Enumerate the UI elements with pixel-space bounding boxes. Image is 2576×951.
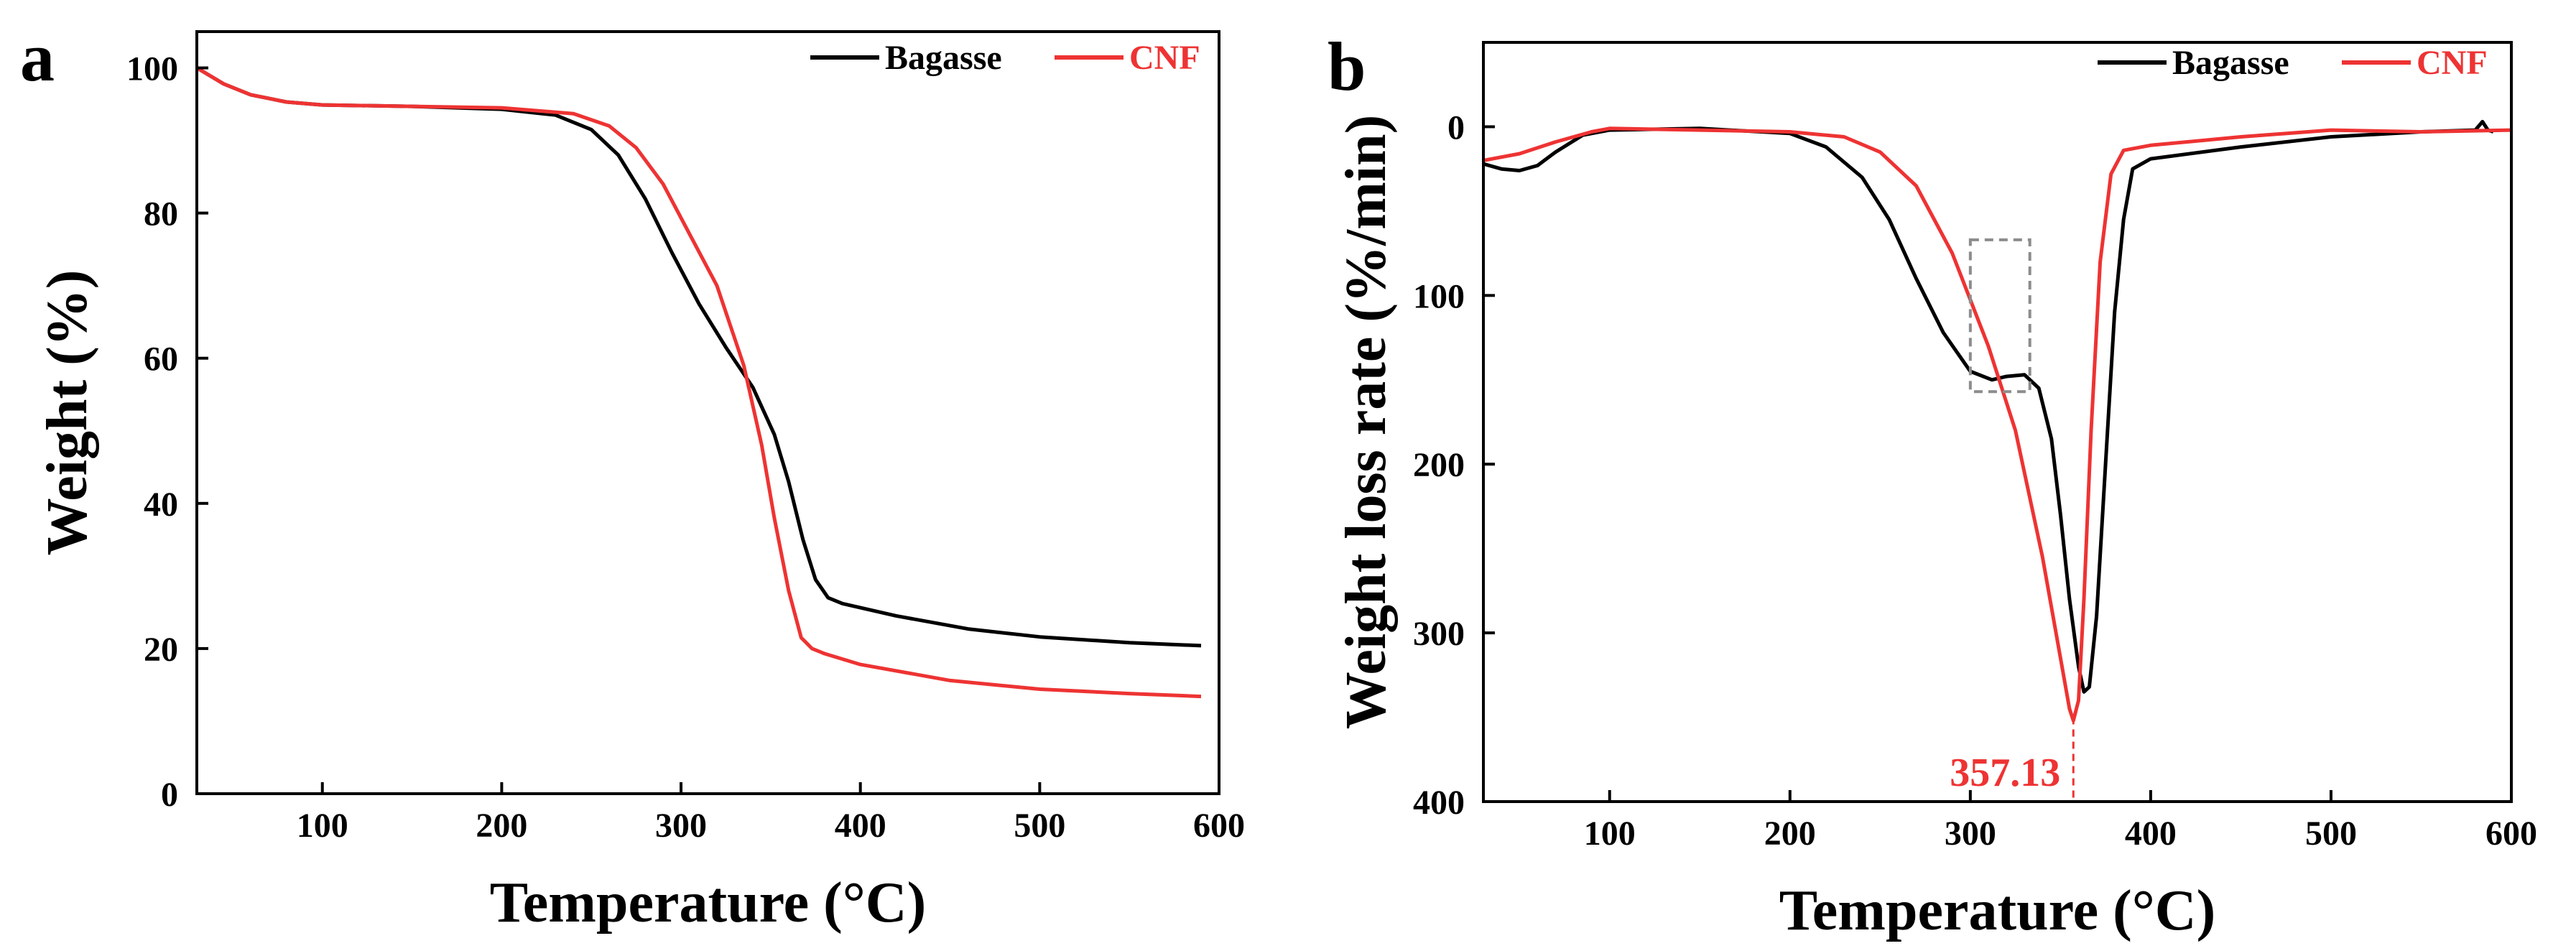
x-tick-label: 200 bbox=[1764, 815, 1816, 853]
y-tick-label: 100 bbox=[1413, 277, 1465, 315]
y-tick-label: 400 bbox=[1413, 784, 1465, 822]
x-tick-label: 100 bbox=[1584, 815, 1636, 853]
x-tick-label: 600 bbox=[1193, 807, 1245, 845]
legend-label-bagasse: Bagasse bbox=[885, 39, 1002, 77]
x-tick-label: 100 bbox=[297, 807, 348, 845]
x-tick-label: 200 bbox=[476, 807, 527, 845]
x-axis-title: Temperature (°C) bbox=[1779, 879, 2215, 942]
y-axis-title: Weight (%) bbox=[36, 270, 99, 556]
y-tick-label: 40 bbox=[144, 486, 178, 524]
x-tick-label: 500 bbox=[1014, 807, 1065, 845]
panel-label: a bbox=[20, 19, 55, 96]
series-line-cnf bbox=[197, 66, 1202, 699]
y-tick-label: 0 bbox=[1447, 108, 1465, 147]
highlight-dashed-box bbox=[1968, 238, 2031, 394]
annotation-peak-label: 357.13 bbox=[1950, 751, 2060, 795]
x-tick-label: 600 bbox=[2485, 815, 2537, 853]
y-tick-label: 80 bbox=[144, 195, 178, 233]
legend-label-bagasse: Bagasse bbox=[2172, 44, 2289, 82]
series-line-cnf bbox=[1483, 126, 2511, 723]
y-tick-label: 0 bbox=[161, 776, 178, 814]
legend-label-cnf: CNF bbox=[1129, 39, 1200, 77]
chart-panel-b: b 357.13 100 200 300 400 500 600 0 100 200 300 400 Te… bbox=[1328, 28, 2537, 942]
series-line-bagasse bbox=[197, 66, 1202, 648]
axes-frame bbox=[1482, 41, 2513, 803]
y-axis-title: Weight loss rate (%/min) bbox=[1335, 115, 1398, 729]
y-tick-label: 20 bbox=[144, 631, 178, 669]
y-tick-label: 100 bbox=[126, 50, 178, 88]
x-tick-label: 500 bbox=[2305, 815, 2357, 853]
legend-label-cnf: CNF bbox=[2417, 44, 2488, 82]
y-tick-label: 200 bbox=[1413, 446, 1465, 484]
x-axis-title: Temperature (°C) bbox=[490, 871, 926, 934]
x-tick-label: 400 bbox=[835, 807, 886, 845]
series-line-bagasse bbox=[1483, 119, 2494, 694]
x-tick-label: 300 bbox=[1945, 815, 1996, 853]
axes-frame bbox=[195, 30, 1220, 795]
panel-label: b bbox=[1328, 28, 1366, 105]
x-tick-label: 300 bbox=[655, 807, 707, 845]
chart-panel-a: a 100 200 300 400 500 600 0 20 40 60 80 100 Temperatu… bbox=[20, 19, 1245, 934]
y-tick-label: 300 bbox=[1413, 615, 1465, 653]
y-tick-label: 60 bbox=[144, 340, 178, 379]
x-tick-label: 400 bbox=[2125, 815, 2177, 853]
